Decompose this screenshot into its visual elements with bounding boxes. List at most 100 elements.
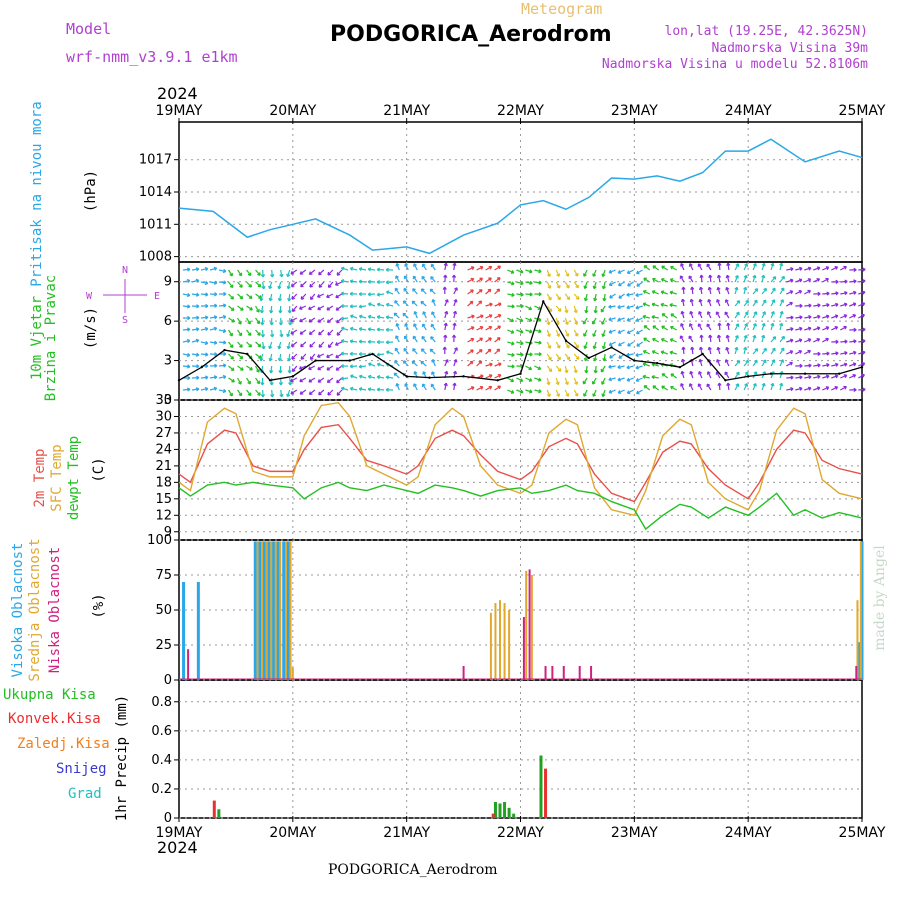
wind-arrow — [327, 269, 334, 276]
wind-arrow — [228, 341, 234, 349]
wind-arrow — [255, 353, 262, 359]
wind-arrow — [326, 317, 334, 324]
wind-arrow — [813, 314, 821, 319]
wind-arrow — [336, 389, 343, 396]
wind-arrow — [608, 329, 616, 334]
wind-arrow — [182, 387, 191, 392]
wind-arrow — [761, 274, 766, 283]
wind-arrow — [643, 337, 651, 343]
wind-arrow — [420, 288, 427, 295]
legend-snijeg: Snijeg — [56, 761, 107, 777]
wind-arrow — [698, 298, 703, 307]
wind-arrow — [717, 322, 722, 331]
legend-ukupna-kisa: Ukupna Kisa — [3, 687, 96, 703]
wind-arrow — [191, 375, 200, 380]
temp2m-line — [178, 423, 863, 503]
wind-arrow — [485, 374, 493, 379]
wind-arrow — [349, 304, 358, 309]
wind-arrow — [593, 365, 598, 374]
wind-arrow — [669, 278, 677, 283]
wind-arrow — [761, 322, 766, 331]
wind-arrow — [309, 341, 316, 348]
wind-arrow — [453, 287, 458, 295]
clouds-ytick-label: 100 — [147, 533, 172, 548]
wind-arrow — [635, 269, 643, 275]
wind-arrow — [534, 340, 542, 345]
wind-arrow — [858, 387, 866, 392]
wind-arrow — [299, 317, 307, 323]
wind-arrow — [386, 290, 394, 295]
wind-arrow — [349, 339, 358, 344]
wind-arrow — [485, 325, 493, 331]
wind-arrow — [451, 334, 457, 343]
wind-arrow — [831, 291, 839, 296]
wind-arrow — [697, 263, 703, 271]
precip-total-bar — [217, 809, 221, 818]
wind-arrow — [340, 303, 349, 309]
temperature-ytick-label: 18 — [155, 475, 172, 490]
wind-arrow — [779, 382, 784, 391]
wind-arrow — [858, 279, 866, 284]
wind-arrow — [786, 267, 794, 272]
wind-arrow — [583, 269, 588, 277]
wind-arrow — [376, 267, 385, 272]
wind-arrow — [218, 268, 227, 274]
wind-arrow — [268, 293, 273, 302]
sfc-temp-line — [178, 401, 863, 517]
wind-arrow — [278, 365, 283, 374]
wind-arrow — [573, 317, 579, 325]
day-label-top: 23MAY — [611, 103, 658, 119]
wind-arrow — [761, 382, 766, 391]
wind-arrow — [394, 347, 400, 355]
wind-arrow — [626, 377, 634, 382]
wind-arrow — [752, 311, 758, 319]
wind-arrow — [402, 312, 409, 319]
wind-arrow — [770, 336, 777, 343]
wind-arrow — [583, 353, 588, 362]
wind-speed-point — [678, 365, 682, 369]
wind-arrow — [395, 275, 400, 283]
wind-arrow — [209, 315, 218, 320]
wind-speed-point — [405, 375, 408, 378]
wind-arrow — [555, 281, 561, 289]
wind-arrow — [660, 302, 668, 307]
wind-speed-point — [803, 372, 807, 375]
cloud-mid-bar — [270, 541, 273, 680]
wind-arrow — [602, 293, 607, 302]
cloud-unit-label: (%) — [91, 593, 107, 619]
wind-arrow — [617, 329, 625, 334]
wind-arrow — [831, 279, 839, 284]
wind-arrow — [770, 359, 776, 367]
wind-arrow — [191, 327, 200, 332]
wind-arrow — [218, 374, 227, 380]
wind-arrow — [318, 329, 325, 336]
legend-konvek-kisa: Konvek.Kisa — [8, 711, 101, 727]
wind-arrow — [734, 263, 740, 271]
wind-arrow — [286, 341, 291, 350]
wind-arrow — [670, 385, 678, 391]
wind-arrow — [608, 377, 616, 382]
wind-arrow — [349, 386, 358, 391]
wind-arrow — [795, 363, 803, 368]
model-name: wrf-nmm_v3.9.1 e1km — [66, 48, 238, 66]
wind-arrow — [707, 346, 712, 355]
compass-e-label: E — [154, 291, 160, 302]
wind-arrow — [209, 375, 218, 380]
wind-arrow — [516, 352, 524, 357]
wind-arrow — [340, 376, 349, 381]
cloud-high-axis-label: Visoka Oblacnost — [10, 542, 26, 678]
wind-arrow — [429, 288, 436, 295]
wind-arrow — [268, 353, 273, 362]
wind-arrow — [340, 386, 349, 391]
wind-arrow — [228, 305, 235, 312]
cloud-low-bar — [578, 666, 581, 680]
wind-arrow — [795, 266, 803, 271]
wind-arrow — [516, 341, 524, 346]
cloud-high-bar — [286, 541, 290, 680]
wind-speed-point — [371, 352, 374, 356]
wind-speed-point — [496, 379, 499, 382]
wind-arrow — [308, 377, 316, 383]
wind-arrow — [191, 338, 200, 343]
wind-arrow — [706, 311, 712, 319]
day-label-top: 21MAY — [383, 103, 430, 119]
